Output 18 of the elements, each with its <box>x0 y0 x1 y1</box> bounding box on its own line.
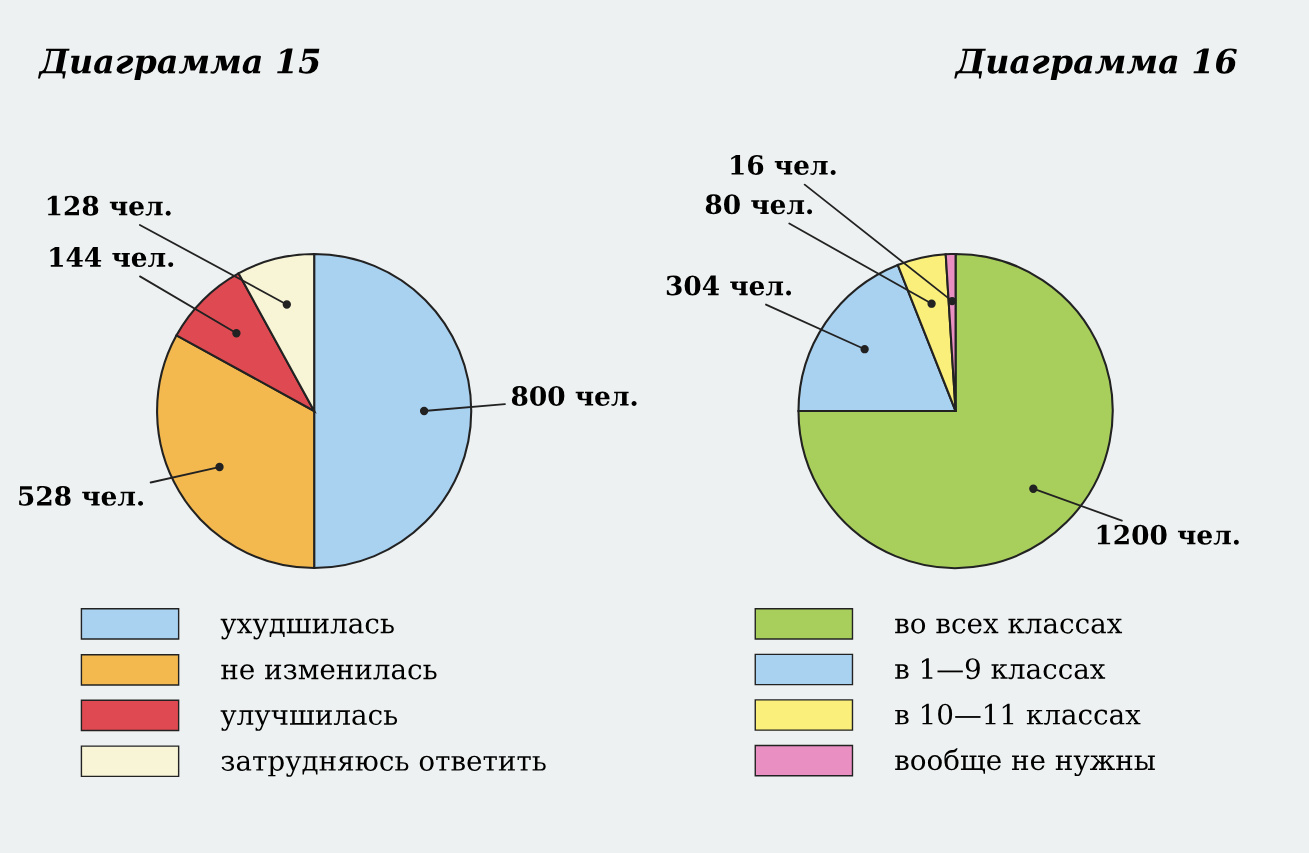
chart-title: Диаграмма 16 <box>954 48 1237 81</box>
legend-label: улучшилась <box>220 709 398 731</box>
legend-label: в 10—11 классах <box>895 703 1141 725</box>
data-label: 80 чел. <box>705 194 813 215</box>
data-label: 128 чел. <box>47 195 171 216</box>
legend-label: в 1—9 классах <box>895 658 1106 680</box>
chart-title: Диаграмма 15 <box>37 48 320 81</box>
legend-label: не изменилась <box>221 664 437 680</box>
data-label: 800 чел. <box>511 385 637 406</box>
legend-label: ухудшилась <box>220 618 394 640</box>
data-label: 16 чел. <box>731 155 836 175</box>
data-label: 304 чел. <box>666 275 792 296</box>
data-label: 528 чел. <box>19 485 144 506</box>
legend-label: затрудняюсь ответить <box>221 755 546 777</box>
legend-label: вообще не нужны <box>895 748 1155 777</box>
legend-label: во всех классах <box>895 618 1123 634</box>
data-label: 144 чел. <box>50 247 174 268</box>
data-label: 1200 чел. <box>1097 524 1239 545</box>
